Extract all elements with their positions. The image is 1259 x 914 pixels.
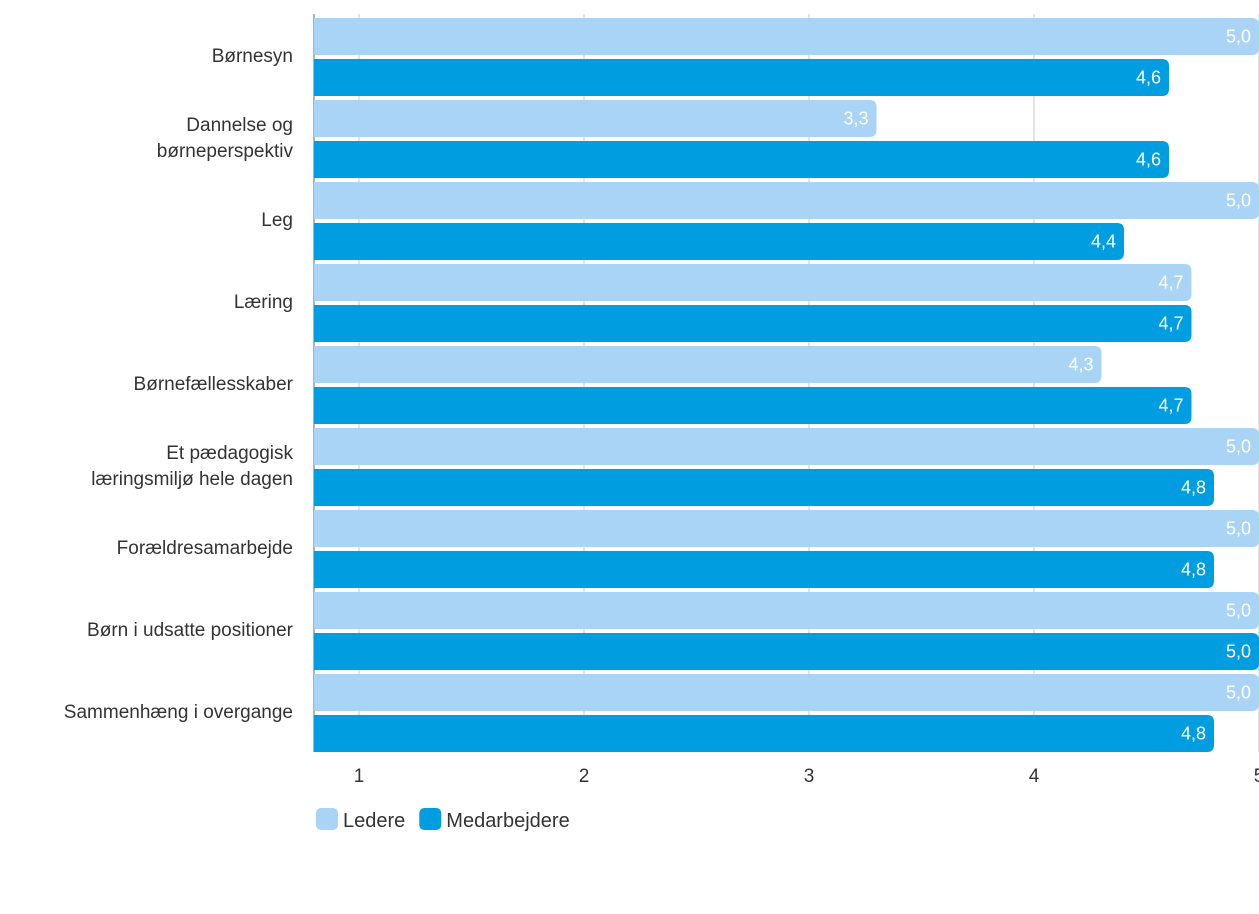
- bar-medarbejdere-6: [314, 551, 1214, 588]
- data-label: 4,6: [1136, 150, 1161, 170]
- bar-medarbejdere-5: [314, 469, 1214, 506]
- legend-swatch-medarbejdere: [419, 808, 442, 830]
- category-label: Sammenhæng i overgange: [64, 702, 293, 723]
- legend: Ledere Medarbejdere: [316, 808, 570, 832]
- category-label: Læring: [234, 292, 293, 313]
- x-tick-label: 3: [804, 766, 815, 787]
- legend-swatch-ledere: [316, 808, 338, 830]
- x-tick-label: 4: [1029, 766, 1040, 787]
- bar-medarbejdere-4: [314, 387, 1192, 424]
- bar-ledere-2: [314, 182, 1259, 219]
- x-tick-layer: 1 2 3 4 5: [354, 766, 1259, 787]
- category-label: Et pædagogisk: [166, 443, 293, 464]
- bar-ledere-3: [314, 264, 1192, 301]
- data-label: 4,7: [1158, 273, 1183, 293]
- data-label: 4,3: [1068, 355, 1093, 375]
- category-label: Børnesyn: [212, 46, 293, 67]
- category-label-layer: Børnesyn Dannelse og børneperspektiv Leg Lær…: [64, 46, 294, 723]
- x-tick-label: 5: [1254, 766, 1259, 787]
- bar-medarbejdere-3: [314, 305, 1192, 342]
- data-label: 5,0: [1226, 191, 1251, 211]
- bar-layer: 5,0 4,6 3,3 4,6 5,0 4,4 4,7 4,7 4,3 4,7 5,0 4,8 5,0 4…: [314, 18, 1259, 752]
- category-label: Børn i udsatte positioner: [87, 620, 294, 641]
- x-tick-label: 1: [354, 766, 365, 787]
- bar-ledere-8: [314, 674, 1259, 711]
- data-label: 4,7: [1158, 314, 1183, 334]
- legend-label: Medarbejdere: [446, 810, 569, 832]
- bar-medarbejdere-0: [314, 59, 1169, 96]
- category-label: Børnefællesskaber: [134, 374, 294, 395]
- category-label: Forældresamarbejde: [117, 538, 293, 559]
- bar-ledere-4: [314, 346, 1102, 383]
- bar-medarbejdere-1: [314, 141, 1169, 178]
- bar-ledere-7: [314, 592, 1259, 629]
- data-label: 4,4: [1091, 232, 1116, 252]
- data-label: 5,0: [1226, 437, 1251, 457]
- bar-medarbejdere-8: [314, 715, 1214, 752]
- bar-ledere-6: [314, 510, 1259, 547]
- x-tick-label: 2: [579, 766, 590, 787]
- category-label: læringsmiljø hele dagen: [91, 469, 293, 490]
- data-label: 4,8: [1181, 478, 1206, 498]
- bar-medarbejdere-7: [314, 633, 1259, 670]
- data-label: 4,6: [1136, 68, 1161, 88]
- legend-label: Ledere: [343, 810, 405, 832]
- data-label: 5,0: [1226, 27, 1251, 47]
- bar-ledere-5: [314, 428, 1259, 465]
- bar-medarbejdere-2: [314, 223, 1124, 260]
- data-label: 4,7: [1158, 396, 1183, 416]
- data-label: 5,0: [1226, 642, 1251, 662]
- data-label: 4,8: [1181, 724, 1206, 744]
- category-label: Leg: [261, 210, 293, 231]
- bar-ledere-0: [314, 18, 1259, 55]
- data-label: 5,0: [1226, 683, 1251, 703]
- data-label: 4,8: [1181, 560, 1206, 580]
- data-label: 3,3: [843, 109, 868, 129]
- bar-ledere-1: [314, 100, 877, 137]
- data-label: 5,0: [1226, 601, 1251, 621]
- data-label: 5,0: [1226, 519, 1251, 539]
- category-label: Dannelse og: [186, 115, 293, 136]
- category-label: børneperspektiv: [157, 141, 294, 162]
